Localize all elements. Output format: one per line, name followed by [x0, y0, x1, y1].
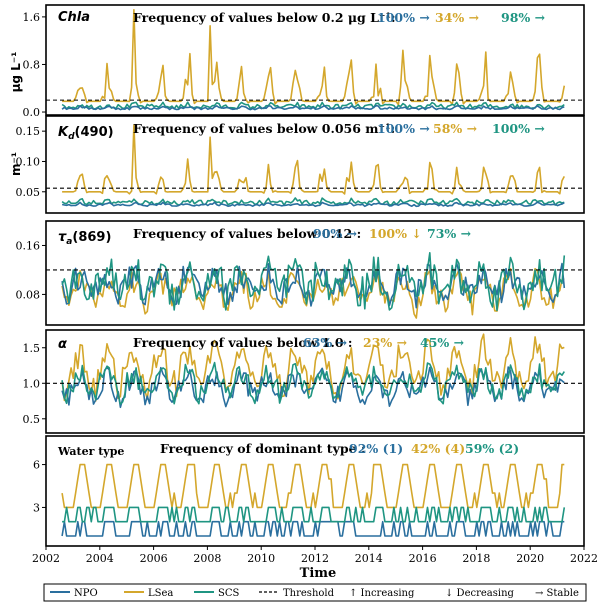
series-line-scs: [61, 252, 566, 312]
ytick-label: 3: [33, 501, 40, 514]
xtick-label: 2010: [247, 552, 275, 565]
frequency-value-scs: 100% →: [492, 121, 545, 136]
series-line-scs: [62, 506, 566, 523]
series-line-scs: [61, 361, 565, 405]
xtick-label: 2016: [409, 552, 437, 565]
legend-item-npo: NPO: [50, 588, 98, 599]
ylabel-kd: m⁻¹: [9, 152, 23, 176]
panel-tau869: 0.08 0.16 τa(869) Frequency of values below…: [16, 220, 585, 326]
ytick-label: 0.08: [16, 288, 41, 301]
legend-item-increasing: ↑ Increasing: [349, 588, 415, 599]
xtick-label: 2012: [301, 552, 329, 565]
xtick-label: 2018: [462, 552, 490, 565]
panel-label: α: [58, 337, 67, 352]
panel-Chla: 0.0 0.8 1.6 Chla Frequency of values below 0…: [23, 4, 585, 119]
ytick-label: 1.5: [23, 342, 41, 355]
panel-watertype: 3 6 Water type Frequency of dominant type :…: [33, 435, 585, 547]
frequency-title: Frequency of values below 0.056 m⁻¹:: [133, 121, 395, 136]
frequency-value-scs: 98% →: [501, 10, 546, 25]
xtick-label: 2022: [570, 552, 598, 565]
legend: NPO LSea SCS Threshold ↑ Increasing ↓ Decreas…: [43, 583, 587, 602]
panel-alpha: 0.5 1.0 1.5 α Frequency of values below 1.0 …: [23, 329, 585, 434]
panel-label: τa(869): [58, 230, 111, 247]
xtick-label: 2014: [355, 552, 383, 565]
frequency-value-lsea: 23% →: [363, 335, 408, 350]
panel-frame: [45, 4, 585, 116]
frequency-value-scs: 45% →: [420, 335, 465, 350]
panel-frame: [45, 220, 585, 326]
legend-item-stable: → Stable: [535, 588, 579, 599]
series-line-lsea: [61, 333, 565, 402]
ytick-label: 1.6: [23, 11, 41, 24]
frequency-value-lsea: 58% →: [433, 121, 478, 136]
xlabel: Time: [300, 566, 337, 581]
legend-item-lsea: LSea: [124, 588, 173, 599]
frequency-value-npo: 100% →: [377, 121, 430, 136]
panel-Kd490: 0.05 0.10 0.15 Kd(490) Frequency of values b…: [16, 115, 585, 214]
legend-frame: [43, 583, 587, 602]
ytick-label: 0.0: [23, 106, 41, 119]
frequency-value-lsea: 42% (4): [411, 441, 465, 456]
ytick-label: 0.10: [16, 155, 41, 168]
series-line-lsea: [62, 124, 566, 195]
series-line-npo: [61, 104, 565, 111]
frequency-value-lsea: 100% ↓: [369, 226, 422, 241]
legend-label: SCS: [218, 588, 240, 599]
series-line-scs: [61, 101, 565, 110]
legend-label: NPO: [74, 588, 98, 599]
frequency-value-npo: 63% →: [303, 335, 348, 350]
frequency-value-npo: 90% →: [313, 226, 358, 241]
ytick-label: 0.16: [16, 239, 41, 252]
legend-item-threshold: Threshold: [259, 588, 335, 599]
frequency-value-scs: 59% (2): [465, 441, 519, 456]
series-line-lsea: [61, 463, 565, 509]
legend-item-decreasing: ↓ Decreasing: [445, 588, 515, 599]
frequency-value-npo: 92% (1): [349, 441, 403, 456]
frequency-value-scs: 73% →: [427, 226, 472, 241]
legend-label: LSea: [148, 588, 173, 599]
series-line-scs: [61, 197, 565, 206]
ylabel-chla: μg L⁻¹: [9, 52, 23, 93]
ytick-label: 6: [33, 459, 40, 472]
legend-item-scs: SCS: [194, 588, 240, 599]
legend-label: Threshold: [283, 588, 335, 599]
xtick-label: 2004: [86, 552, 114, 565]
panel-label: Chla: [58, 10, 90, 25]
panel-frame: [45, 329, 585, 434]
ytick-label: 0.15: [16, 125, 41, 138]
panel-label: Kd(490): [58, 125, 114, 142]
frequency-title: Frequency of values below 0.2 μg L⁻¹:: [133, 10, 396, 25]
frequency-title: Frequency of values below 1.0 :: [133, 335, 353, 350]
ytick-label: 1.0: [23, 377, 41, 390]
series-line-lsea: [62, 9, 566, 106]
legend-label: → Stable: [535, 588, 579, 599]
legend-label: ↓ Decreasing: [445, 588, 515, 599]
series-line-npo: [61, 201, 565, 208]
ytick-label: 0.05: [16, 186, 41, 199]
ytick-label: 0.5: [23, 413, 41, 426]
xtick-label: 2008: [193, 552, 221, 565]
legend-label: ↑ Increasing: [349, 588, 415, 599]
series-line-npo: [61, 520, 565, 537]
frequency-title: Frequency of dominant type :: [160, 441, 366, 456]
ytick-label: 0.8: [23, 58, 41, 71]
frequency-title: Frequency of values below 0.12 :: [133, 226, 361, 241]
panel-frame: [45, 115, 585, 214]
frequency-value-npo: 100% →: [377, 10, 430, 25]
xtick-label: 2006: [140, 552, 168, 565]
frequency-value-lsea: 34% →: [435, 10, 480, 25]
xtick-label: 2020: [516, 552, 544, 565]
xtick-label: 2002: [32, 552, 60, 565]
panel-label: Water type: [57, 445, 124, 458]
